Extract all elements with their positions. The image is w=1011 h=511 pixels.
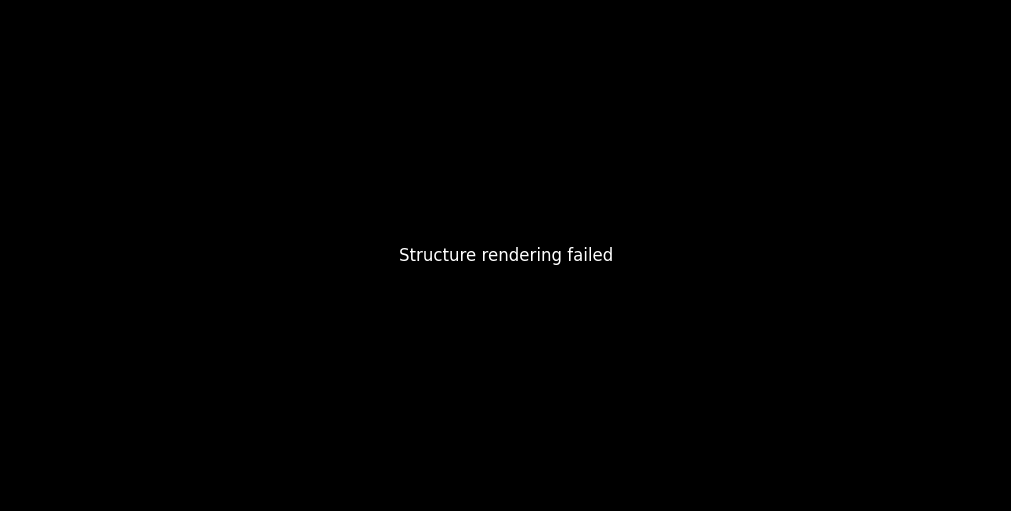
Text: Structure rendering failed: Structure rendering failed	[398, 247, 613, 265]
